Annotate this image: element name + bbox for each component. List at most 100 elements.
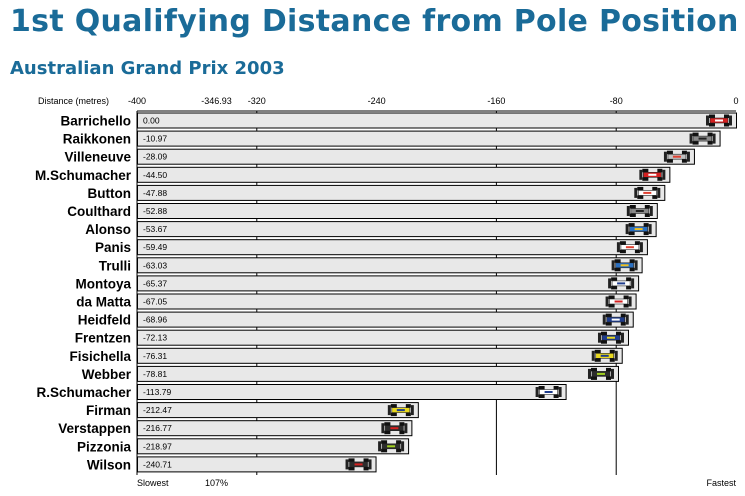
data-label: -78.81 [143, 369, 167, 379]
car-icon [628, 296, 632, 307]
car-icon [629, 205, 636, 209]
car-icon [663, 151, 667, 162]
driver-label: Wilson [87, 457, 131, 472]
car-icon [615, 331, 621, 336]
data-label: -59.49 [143, 242, 167, 252]
bar [137, 402, 419, 419]
bar [137, 329, 629, 346]
car-icon [698, 137, 707, 140]
bar [137, 257, 643, 274]
bar [137, 347, 623, 364]
car-icon [652, 186, 658, 191]
data-label: -113.79 [143, 387, 171, 397]
car-icon [390, 404, 397, 408]
driver-label: Villeneuve [64, 150, 131, 165]
car-icon [724, 114, 729, 118]
car-icon [614, 259, 621, 263]
car-icon [662, 169, 666, 180]
car-icon [634, 260, 638, 271]
car-icon [587, 368, 591, 379]
x-tick-label: -320 [248, 96, 266, 106]
car-icon [657, 177, 663, 181]
bar [137, 239, 648, 256]
x-tick-label: 0 [733, 96, 738, 106]
car-icon [616, 242, 620, 253]
car-icon [625, 314, 629, 325]
car-icon [610, 368, 614, 379]
car-icon [401, 441, 405, 452]
car-icon [644, 213, 650, 217]
car-icon [634, 228, 643, 231]
driver-label: Heidfeld [78, 313, 131, 328]
car-icon [611, 260, 615, 271]
car-icon [642, 177, 649, 181]
car-icon [617, 282, 626, 285]
car-icon [686, 151, 690, 162]
car-icon [615, 340, 621, 344]
car-icon [639, 169, 643, 180]
car-icon [620, 313, 626, 318]
car-icon [623, 295, 629, 299]
data-label: -28.09 [143, 152, 167, 162]
car-icon [611, 318, 620, 321]
car-icon [348, 466, 355, 471]
car-icon [614, 350, 618, 361]
car-icon [709, 114, 715, 118]
bar [137, 130, 721, 147]
car-icon [689, 133, 693, 144]
data-label: -218.97 [143, 441, 172, 451]
car-icon [707, 141, 713, 145]
car-icon [628, 231, 635, 236]
car-icon [590, 367, 597, 372]
slowest-label: Slowest [137, 478, 169, 488]
car-icon [387, 405, 391, 416]
driver-label: Panis [95, 240, 131, 255]
driver-label: Coulthard [67, 204, 131, 219]
car-icon [657, 168, 663, 173]
driver-label: Firman [86, 403, 131, 418]
data-label: -44.50 [143, 170, 167, 180]
cutoff-label: 107% [205, 478, 228, 488]
chart-subtitle: Australian Grand Prix 2003 [10, 58, 285, 79]
car-icon [643, 223, 649, 227]
car-icon [709, 123, 715, 127]
car-icon [591, 350, 595, 361]
bar [137, 112, 737, 129]
car-icon [396, 448, 402, 453]
car-icon [629, 213, 636, 217]
data-label: -65.37 [143, 278, 167, 288]
car-icon [666, 150, 673, 155]
car-icon [634, 249, 640, 254]
data-label: -72.13 [143, 333, 167, 343]
car-icon [605, 296, 609, 307]
car-icon [381, 448, 388, 453]
bar [137, 293, 637, 310]
car-icon [608, 304, 615, 308]
bar [137, 184, 666, 201]
car-icon [558, 387, 562, 397]
car-icon [605, 313, 612, 318]
driver-label: Fisichella [69, 349, 131, 364]
car-icon [652, 195, 658, 199]
fastest-label: Fastest [706, 478, 736, 488]
car-icon [643, 231, 649, 236]
data-label: -10.97 [143, 134, 167, 144]
car-icon [643, 191, 652, 194]
car-icon [384, 422, 391, 426]
car-icon [620, 332, 624, 343]
car-icon [396, 409, 405, 412]
car-icon [614, 267, 621, 272]
car-icon [590, 376, 597, 380]
car-icon [363, 466, 369, 471]
car-icon [596, 372, 605, 375]
car-icon [619, 241, 626, 245]
car-icon [381, 423, 385, 434]
data-label: -47.88 [143, 188, 167, 198]
car-icon [368, 459, 372, 470]
car-icon [405, 404, 411, 408]
car-icon [387, 445, 396, 448]
car-icon [672, 155, 681, 158]
car-icon [609, 349, 615, 354]
driver-label: Verstappen [58, 421, 131, 436]
